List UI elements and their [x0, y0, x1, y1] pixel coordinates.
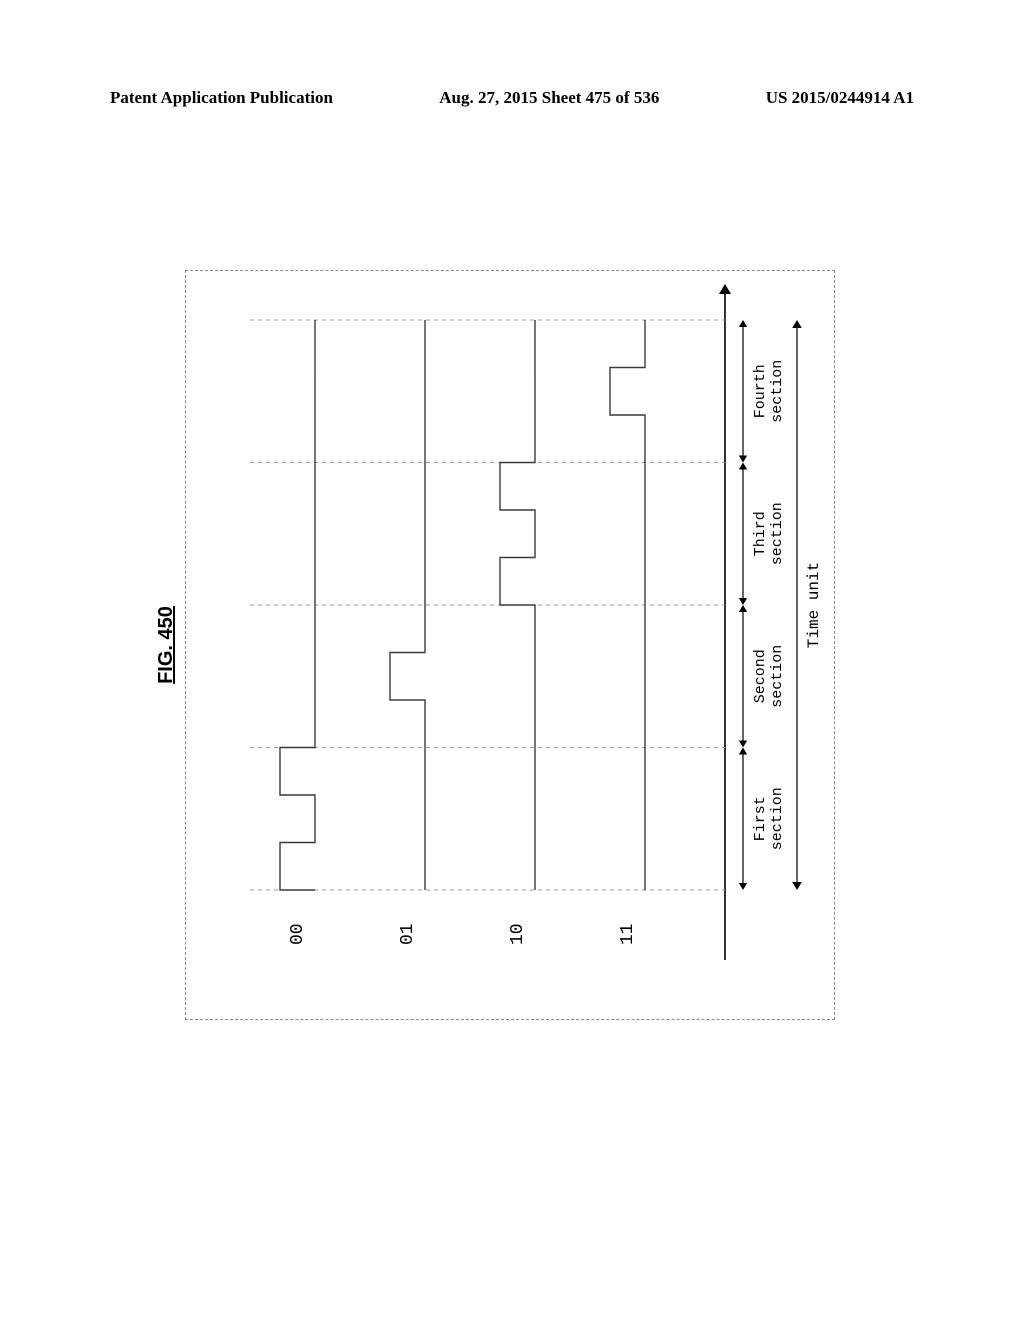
figure-container: FIG. 450 00011011FirstsectionSecondsecti… [185, 270, 835, 1020]
figure-title: FIG. 450 [155, 606, 178, 684]
page-header: Patent Application Publication Aug. 27, … [0, 88, 1024, 108]
header-right: US 2015/0244914 A1 [766, 88, 914, 108]
row-label-11: 11 [618, 923, 638, 945]
header-left: Patent Application Publication [110, 88, 333, 108]
section-label-0: Firstsection [753, 787, 786, 850]
row-label-10: 10 [508, 923, 528, 945]
row-label-01: 01 [398, 923, 418, 945]
section-label-1: Secondsection [753, 645, 786, 708]
section-label-2: Thirdsection [753, 502, 786, 565]
row-label-00: 00 [288, 923, 308, 945]
section-label-3: Fourthsection [753, 360, 786, 423]
figure-rotated: FIG. 450 00011011FirstsectionSecondsecti… [185, 270, 835, 1020]
header-mid: Aug. 27, 2015 Sheet 475 of 536 [439, 88, 659, 108]
time-unit-label: Time unit [805, 562, 823, 648]
diagram-svg [185, 270, 835, 1020]
